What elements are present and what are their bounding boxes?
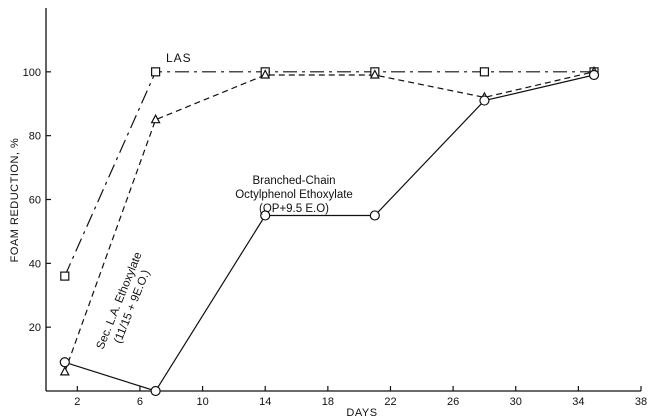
data-point-circle bbox=[369, 210, 380, 221]
series-markers bbox=[59, 66, 600, 397]
x-tick-label: 6 bbox=[137, 396, 143, 408]
x-tick-label: 2 bbox=[74, 396, 80, 408]
y-axis-title: FOAM REDUCTION, % bbox=[9, 138, 21, 263]
series-lines bbox=[64, 71, 595, 392]
data-point-square bbox=[151, 67, 161, 77]
x-tick-label: 18 bbox=[322, 396, 334, 408]
x-tick-label: 34 bbox=[572, 396, 584, 408]
data-point-triangle bbox=[59, 366, 70, 376]
data-point-circle bbox=[150, 385, 161, 397]
data-point-triangle bbox=[369, 69, 380, 79]
op-annotation-line2: Octylphenol Ethoxylate bbox=[235, 189, 353, 201]
sec-la-annotation: Sec. L.A. Ethoxylate (11/15 + 9E.O.) bbox=[95, 251, 153, 352]
op-annotation: Branched-Chain Octylphenol Ethoxylate (O… bbox=[235, 175, 353, 215]
data-point-triangle bbox=[260, 69, 271, 79]
x-tick-label: 38 bbox=[635, 396, 647, 408]
op-annotation-line1: Branched-Chain bbox=[252, 175, 335, 187]
series-line-circle bbox=[64, 74, 595, 392]
x-tick-label: 22 bbox=[384, 396, 396, 408]
op-annotation-line3: (OP+9.5 E.O) bbox=[259, 203, 329, 215]
data-point-square bbox=[479, 67, 490, 77]
x-axis-title: DAYS bbox=[346, 407, 377, 419]
data-point-circle bbox=[59, 357, 70, 368]
y-tick-label: 100 bbox=[23, 67, 41, 79]
y-tick-label: 40 bbox=[29, 258, 41, 270]
x-tick-label: 30 bbox=[510, 396, 522, 408]
x-tick-label: 14 bbox=[259, 396, 271, 408]
data-point-circle bbox=[260, 210, 271, 221]
data-point-square bbox=[60, 271, 70, 281]
data-point-triangle bbox=[150, 113, 161, 124]
series-line-triangle bbox=[64, 71, 595, 373]
y-tick-label: 80 bbox=[29, 131, 41, 143]
x-tick-label: 10 bbox=[196, 396, 208, 408]
data-point-circle bbox=[588, 69, 600, 81]
y-tick-label: 60 bbox=[29, 195, 41, 207]
las-annotation: LAS bbox=[166, 51, 192, 65]
x-tick-label: 26 bbox=[447, 396, 459, 408]
data-point-circle bbox=[479, 95, 490, 106]
y-tick-label: 20 bbox=[29, 322, 41, 334]
series-line-square bbox=[64, 71, 594, 277]
